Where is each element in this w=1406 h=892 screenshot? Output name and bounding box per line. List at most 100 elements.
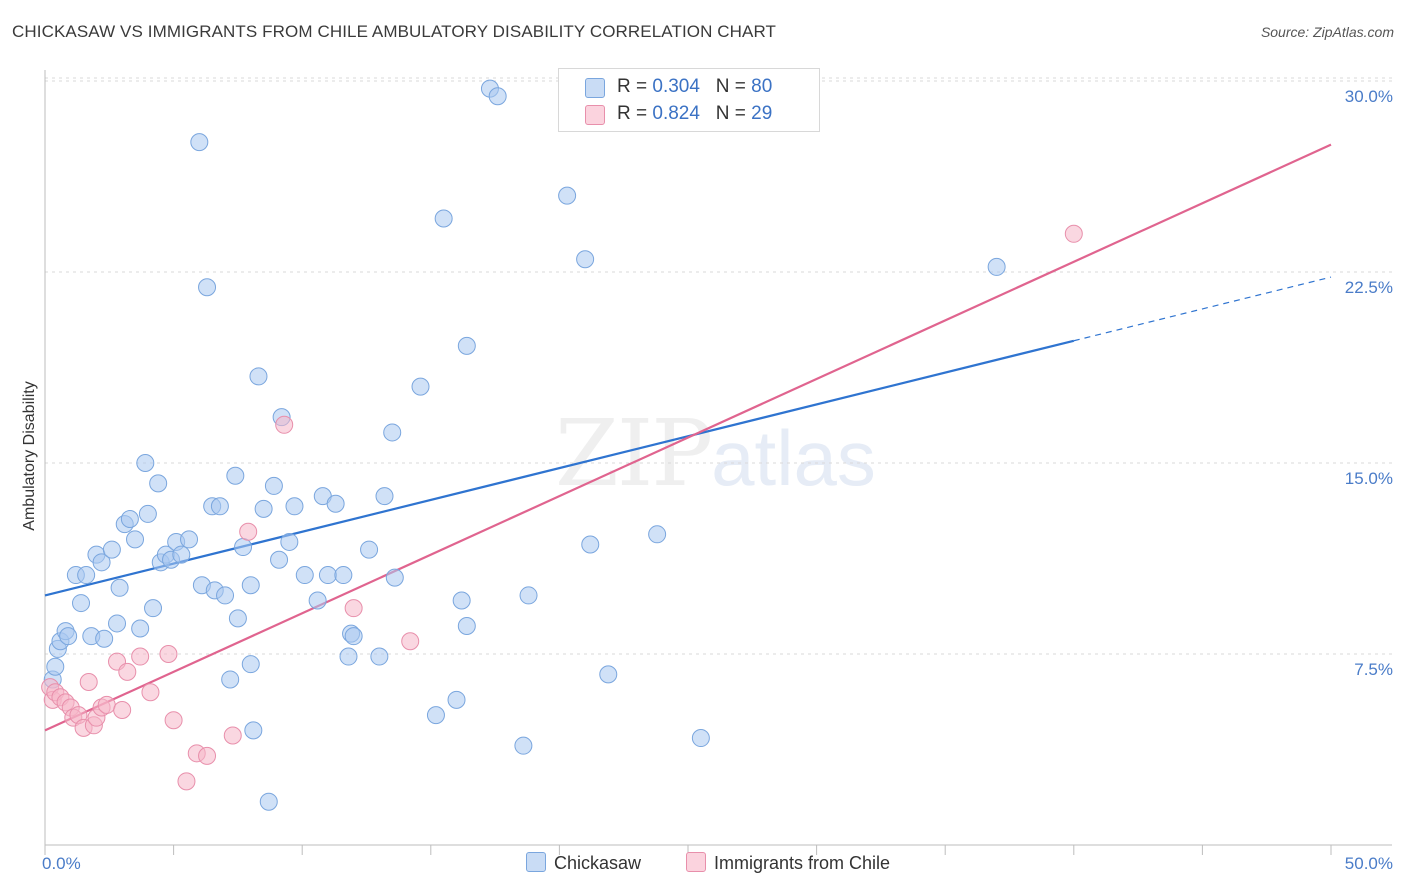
point-chickasaw xyxy=(457,616,476,635)
point-chickasaw xyxy=(234,538,253,557)
legend-r-label: R = xyxy=(617,76,653,97)
axes xyxy=(44,70,1392,855)
point-chickasaw xyxy=(370,647,389,666)
watermark: ZIPatlas xyxy=(555,400,876,507)
legend-r-value: 0.824 xyxy=(652,103,700,124)
trend-line xyxy=(44,143,1332,732)
point-chickasaw xyxy=(514,736,533,755)
point-chickasaw xyxy=(95,629,114,648)
bottom-legend-chile: Immigrants from Chile xyxy=(686,852,890,874)
point-chile xyxy=(131,647,150,666)
point-chickasaw xyxy=(264,476,283,495)
point-chickasaw xyxy=(987,257,1006,276)
point-chile xyxy=(401,632,420,651)
point-chickasaw xyxy=(228,609,247,628)
point-chickasaw xyxy=(599,665,618,684)
point-chickasaw xyxy=(648,525,667,544)
point-chickasaw xyxy=(72,594,91,613)
point-chickasaw xyxy=(249,367,268,386)
y-tick-label: 15.0% xyxy=(1345,469,1393,488)
point-chile xyxy=(1064,224,1083,243)
point-chickasaw xyxy=(108,614,127,633)
point-chickasaw xyxy=(120,510,139,529)
point-chickasaw xyxy=(259,792,278,811)
point-chickasaw xyxy=(77,566,96,585)
point-chickasaw xyxy=(326,494,345,513)
point-chickasaw xyxy=(126,530,145,549)
legend-r-value: 0.304 xyxy=(652,76,700,97)
point-chickasaw xyxy=(488,87,507,106)
legend-swatch-chile xyxy=(585,105,605,125)
bottom-legend-swatch-chile xyxy=(686,852,706,872)
point-chile xyxy=(159,645,178,663)
point-chickasaw xyxy=(691,729,710,748)
point-chickasaw xyxy=(46,657,65,676)
point-chickasaw xyxy=(447,690,466,709)
point-chile xyxy=(79,673,98,692)
point-chickasaw xyxy=(102,540,121,559)
point-chickasaw xyxy=(295,566,314,585)
legend-swatch-chickasaw xyxy=(585,78,605,98)
point-chickasaw xyxy=(385,568,404,587)
point-chickasaw xyxy=(383,423,402,442)
point-chickasaw xyxy=(308,591,327,610)
point-chickasaw xyxy=(344,627,363,646)
point-chickasaw xyxy=(434,209,453,228)
point-chile xyxy=(344,599,363,618)
point-chickasaw xyxy=(131,619,150,638)
point-chickasaw xyxy=(334,566,353,585)
point-chickasaw xyxy=(216,586,235,605)
point-chickasaw xyxy=(241,655,260,674)
source-label: Source: ZipAtlas.com xyxy=(1260,24,1394,40)
point-chickasaw xyxy=(375,487,394,506)
point-chickasaw xyxy=(426,706,445,725)
point-chile xyxy=(177,772,196,791)
watermark-atlas: atlas xyxy=(711,414,876,502)
point-chickasaw xyxy=(576,250,595,269)
data-points xyxy=(41,79,1083,811)
y-tick-label: 7.5% xyxy=(1354,660,1393,679)
point-chile xyxy=(118,662,137,681)
y-axis-title: Ambulatory Disability xyxy=(21,381,38,530)
point-chickasaw xyxy=(136,454,155,472)
point-chickasaw xyxy=(411,377,430,396)
correlation-legend: R = 0.304 N = 80 R = 0.824 N = 29 xyxy=(558,68,820,132)
point-chile xyxy=(239,522,258,541)
point-chickasaw xyxy=(172,545,191,564)
y-tick-label: 30.0% xyxy=(1345,87,1393,106)
point-chile xyxy=(223,726,242,745)
legend-n-value: 80 xyxy=(751,76,773,97)
point-chickasaw xyxy=(339,647,358,666)
x-tick-label: 0.0% xyxy=(42,854,81,873)
point-chickasaw xyxy=(190,133,209,152)
point-chickasaw xyxy=(457,336,476,355)
point-chickasaw xyxy=(244,721,263,740)
point-chickasaw xyxy=(59,627,78,646)
grid-lines xyxy=(45,77,1392,655)
point-chile xyxy=(97,695,116,714)
point-chickasaw xyxy=(241,576,260,595)
point-chickasaw xyxy=(519,586,538,605)
watermark-zip: ZIP xyxy=(555,400,713,507)
point-chickasaw xyxy=(452,591,471,610)
legend-n-label: N = xyxy=(715,76,752,97)
tick-labels: 7.5% 15.0% 22.5% 30.0% 0.0% 50.0% xyxy=(42,87,1393,873)
point-chickasaw xyxy=(318,566,337,585)
bottom-legend-label: Immigrants from Chile xyxy=(714,853,891,873)
point-chickasaw xyxy=(581,535,600,554)
point-chickasaw xyxy=(254,499,273,518)
trend-line xyxy=(44,339,1075,597)
point-chickasaw xyxy=(149,474,168,493)
point-chickasaw xyxy=(144,599,163,618)
legend-n-label: N = xyxy=(715,103,752,124)
trend-lines xyxy=(44,143,1332,732)
point-chickasaw xyxy=(226,466,245,485)
chart-title: CHICKASAW VS IMMIGRANTS FROM CHILE AMBUL… xyxy=(12,22,777,41)
x-tick-label: 50.0% xyxy=(1345,854,1393,873)
point-chickasaw xyxy=(270,550,289,569)
legend-n-value: 29 xyxy=(751,103,773,124)
point-chickasaw xyxy=(138,504,157,523)
point-chile xyxy=(113,701,132,720)
legend-r-label: R = xyxy=(617,103,653,124)
